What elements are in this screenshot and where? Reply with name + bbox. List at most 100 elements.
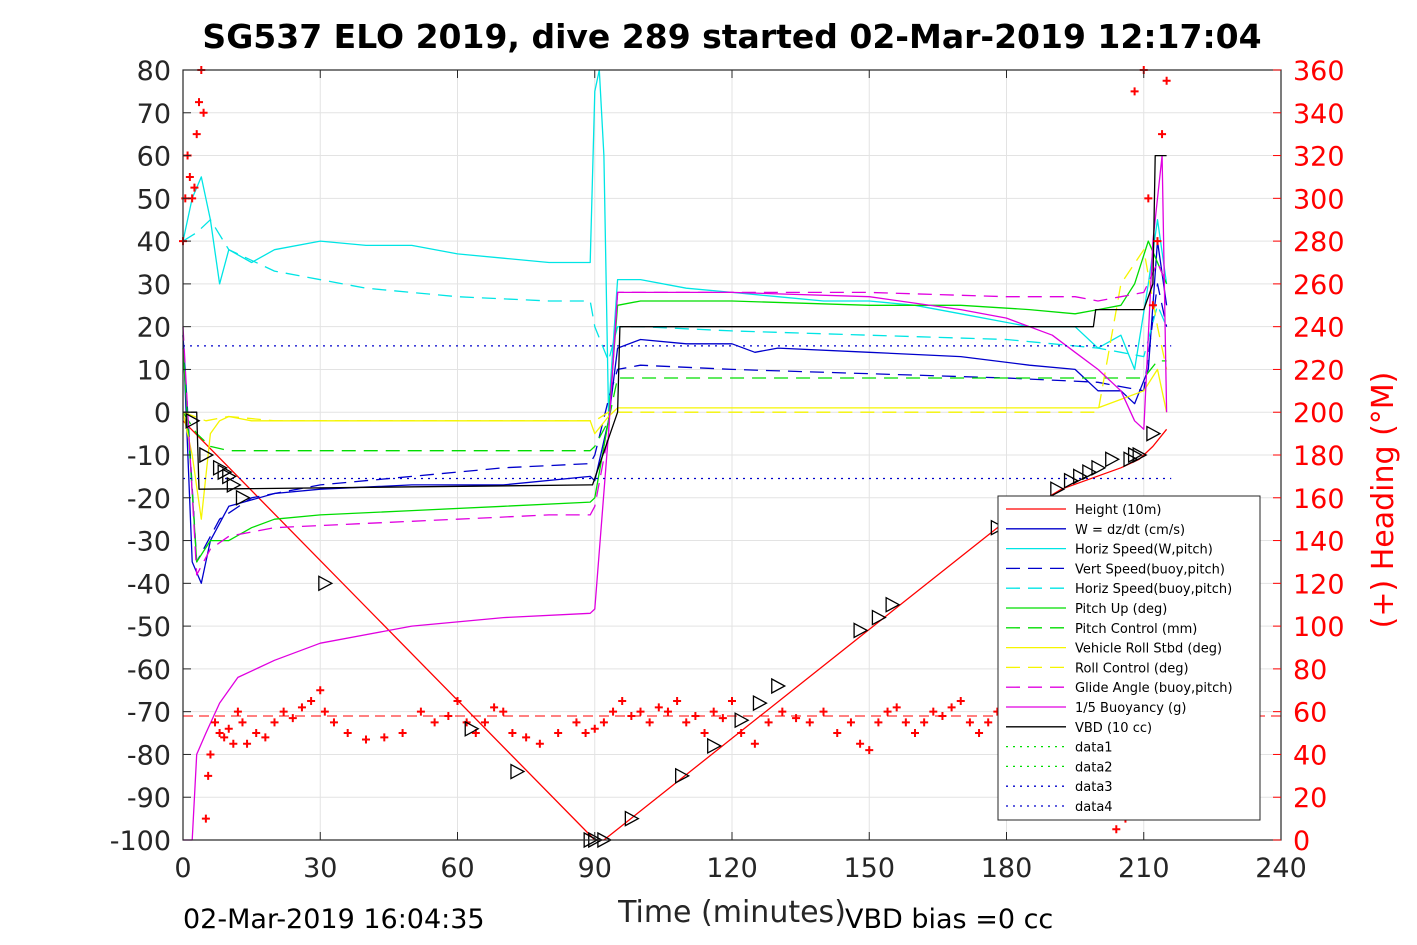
height-marker [1082,464,1098,481]
heading-point [220,733,229,742]
heading-point [874,718,883,727]
heading-point [728,696,736,705]
height-marker [752,695,768,712]
legend-entry: Height (10m) [1075,503,1161,518]
heading-point [398,729,407,738]
heading-point [444,711,453,720]
y2-tick-label: 100 [1293,612,1345,643]
series-line-3 [182,283,1168,563]
y-tick-label: 30 [137,270,171,301]
heading-point [865,746,874,755]
heading-point [279,707,288,716]
y-tick-label: -70 [127,698,171,729]
height-marker [707,737,723,754]
x-tick-label: 150 [843,853,895,884]
y2-tick-label: 240 [1293,313,1345,344]
heading-point [700,729,709,738]
legend-entry: Glide Angle (buoy,pitch) [1075,681,1233,696]
legend-entry: Vert Speed(buoy,pitch) [1075,562,1225,577]
y2-tick-label: 160 [1293,484,1345,515]
height-marker [771,677,787,695]
y-axis-ticks: -100-90-80-70-60-50-40-30-20-10010203040… [110,56,191,857]
y2-tick-label: 20 [1293,783,1327,814]
height-marker [217,464,233,481]
heading-point [599,718,608,727]
y2-tick-label: 140 [1293,527,1345,558]
footer-vbd-bias: VBD bias =0 cc [845,904,1053,935]
heading-point [737,729,746,738]
y2-tick-label: 360 [1293,56,1345,87]
legend-entry: Roll Control (deg) [1075,661,1189,676]
height-marker [199,446,215,464]
y-tick-label: -20 [127,484,171,515]
footer-timestamp: 02-Mar-2019 16:04:35 [183,904,485,935]
heading-point [920,718,929,727]
x-tick-label: 240 [1255,853,1307,884]
legend-entry: data1 [1075,741,1113,756]
heading-point [343,729,352,738]
heading-point [270,718,279,727]
heading-point [975,729,984,738]
y-tick-label: 60 [137,142,171,173]
heading-point [243,739,252,748]
height-marker [226,476,242,494]
height-marker [1132,446,1148,464]
y2-tick-label: 80 [1293,655,1327,686]
heading-point [416,707,425,716]
heading-point [316,686,325,695]
height-marker [1123,451,1139,468]
height-marker [871,609,887,626]
y2-axis-label: (+) Heading (°M) [1366,372,1401,629]
heading-point [609,707,618,716]
y2-axis-ticks: 0 20 40 60 80 100 120 140 160 180 200 220 240 260 280 3… [1273,56,1345,857]
heading-point [750,739,759,748]
legend-entry: data4 [1075,800,1113,815]
height-marker [1063,472,1079,489]
y-tick-label: 70 [137,99,171,130]
height-marker [318,575,334,592]
y-tick-label: -80 [127,740,171,771]
legend-entry: Vehicle Roll Stbd (deg) [1075,642,1222,657]
series-line-10 [183,154,1168,841]
y-tick-label: 10 [137,355,171,386]
x-tick-label: 120 [706,853,758,884]
height-marker [1091,459,1107,476]
heading-point [846,718,855,727]
heading-point [956,696,965,705]
heading-point [362,735,370,744]
y-tick-label: -10 [127,441,171,472]
heading-point [480,718,489,727]
y2-tick-label: 60 [1293,698,1327,729]
heading-point [645,718,654,727]
x-tick-label: 210 [1118,853,1170,884]
heading-point [965,718,974,727]
heading-point [233,707,242,716]
heading-point [856,739,865,748]
y2-tick-label: 0 [1293,826,1310,857]
heading-point [380,733,389,742]
y-tick-label: -30 [127,527,171,558]
height-marker [1127,446,1143,464]
y-tick-label: -100 [110,826,171,857]
heading-point [590,724,599,733]
heading-point [307,696,316,705]
heading-point [215,729,224,738]
series-line-5 [182,240,1168,563]
legend-entry: data3 [1075,780,1113,795]
heading-point [581,729,590,738]
heading-point [892,703,901,712]
heading-point [535,739,544,748]
height-marker [1050,481,1066,498]
heading-point [206,750,215,759]
height-marker [624,810,640,827]
heading-point [792,714,801,723]
heading-point [709,707,718,716]
y2-tick-label: 280 [1293,227,1345,258]
y-tick-label: -60 [127,655,171,686]
y-tick-label: 80 [137,56,171,87]
height-marker [885,596,901,613]
heading-point [654,703,663,712]
heading-point [636,707,645,716]
y-tick-label: 20 [137,313,171,344]
legend-entry: data2 [1075,760,1113,775]
